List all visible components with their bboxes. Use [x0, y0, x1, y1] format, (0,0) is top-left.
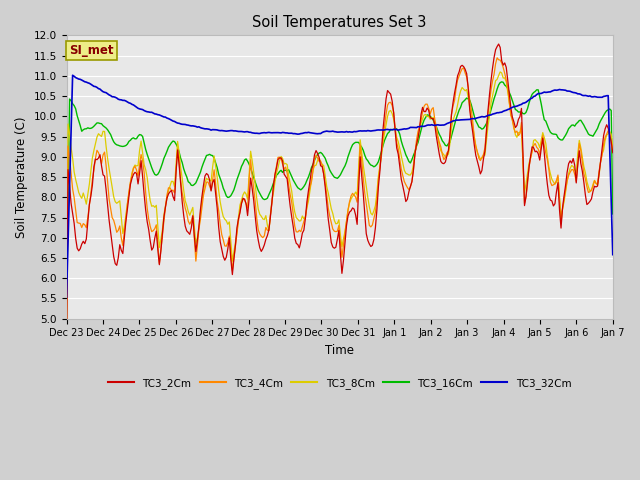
- Title: Soil Temperatures Set 3: Soil Temperatures Set 3: [252, 15, 427, 30]
- Y-axis label: Soil Temperature (C): Soil Temperature (C): [15, 116, 28, 238]
- Text: SI_met: SI_met: [69, 44, 114, 57]
- Legend: TC3_2Cm, TC3_4Cm, TC3_8Cm, TC3_16Cm, TC3_32Cm: TC3_2Cm, TC3_4Cm, TC3_8Cm, TC3_16Cm, TC3…: [104, 373, 575, 393]
- X-axis label: Time: Time: [325, 344, 354, 357]
